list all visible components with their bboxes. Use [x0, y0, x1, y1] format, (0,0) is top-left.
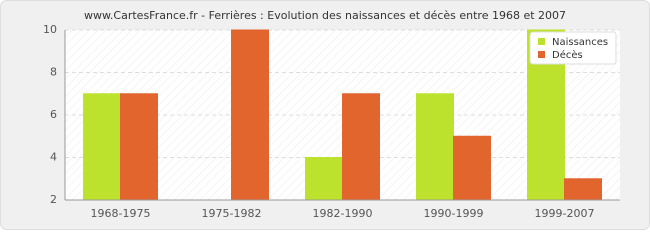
chart-title: www.CartesFrance.fr - Ferrières : Evolut…: [84, 9, 566, 22]
bar: [120, 93, 158, 201]
x-tick-label: 1999-2007: [535, 207, 595, 220]
bar: [231, 29, 269, 201]
y-tick-label: 4: [50, 151, 57, 164]
legend-label: Naissances: [552, 37, 608, 48]
legend-swatch: [538, 51, 545, 58]
x-tick-label: 1982-1990: [313, 207, 373, 220]
x-tick-label: 1990-1999: [424, 207, 484, 220]
bar: [83, 93, 121, 201]
y-tick-label: 2: [50, 193, 57, 206]
bar: [416, 93, 454, 201]
y-tick-label: 8: [50, 66, 57, 79]
y-tick-label: 6: [50, 108, 57, 121]
legend-box: [529, 31, 617, 65]
legend-swatch: [538, 38, 545, 45]
bar: [453, 135, 491, 201]
chart: www.CartesFrance.fr - Ferrières : Evolut…: [0, 0, 650, 230]
bar: [305, 157, 343, 201]
legend-label: Décès: [552, 49, 583, 61]
y-tick-label: 10: [43, 23, 57, 36]
bar: [342, 93, 380, 201]
bar: [564, 178, 602, 201]
x-tick-label: 1975-1982: [202, 207, 262, 220]
x-tick-label: 1968-1975: [91, 207, 151, 220]
